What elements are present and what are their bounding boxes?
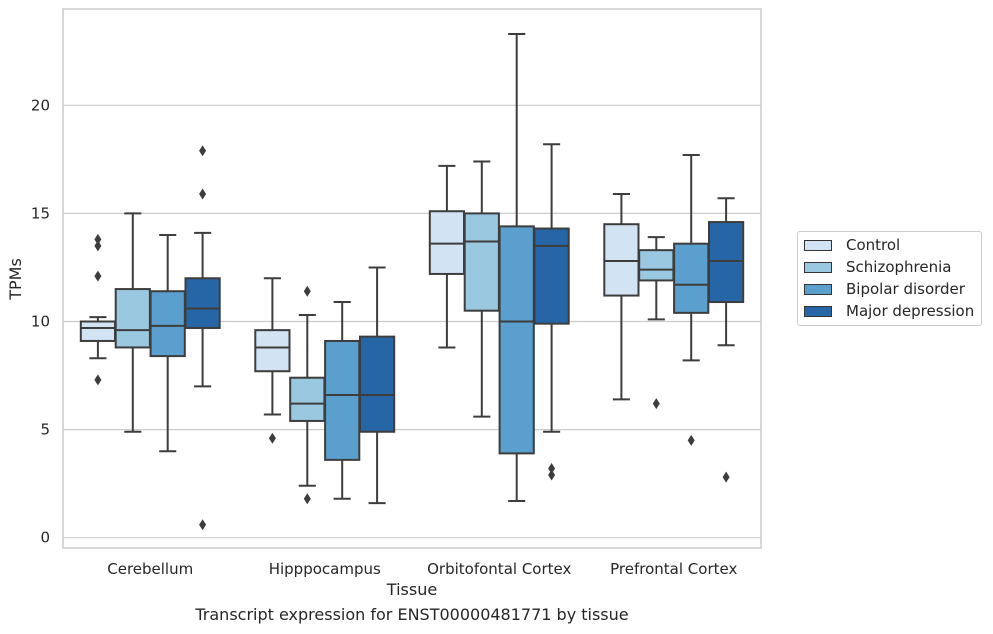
- box-iqr: [603, 223, 640, 297]
- box-control-cerebellum: [79, 233, 117, 386]
- legend-item-bipolar-disorder: Bipolar disorder: [804, 279, 965, 299]
- x-tick-label: Prefrontal Cortex: [610, 560, 737, 578]
- outlier-point: [199, 188, 207, 200]
- box-series-group: [79, 32, 745, 531]
- outlier-point: [687, 434, 695, 446]
- legend-label-major-depression: Major depression: [846, 302, 975, 320]
- box-iqr: [707, 221, 745, 304]
- x-tick-label: Hipppocampus: [269, 560, 381, 578]
- outlier-point: [199, 145, 207, 157]
- outlier-point: [548, 463, 556, 475]
- chart-caption: Transcript expression for ENST0000048177…: [195, 605, 629, 624]
- box-iqr: [533, 227, 570, 325]
- legend-item-control: Control: [804, 235, 900, 255]
- legend-swatch-control: [804, 239, 832, 251]
- box-bipolar-disorder-prefrontal-cortex: [673, 154, 710, 446]
- y-tick-label: 0: [40, 529, 50, 547]
- outlier-point: [303, 285, 311, 297]
- box-schizophrenia-cerebellum: [114, 212, 151, 433]
- box-iqr: [358, 335, 396, 433]
- x-tick-labels: Cerebellum Hipppocampus Orbitofontal Corte…: [107, 560, 737, 578]
- box-control-hipppocampus: [254, 277, 291, 444]
- box-iqr: [149, 290, 186, 358]
- box-schizophrenia-orbitofontal-cortex: [463, 160, 500, 418]
- box-iqr: [638, 249, 675, 282]
- box-iqr: [79, 320, 117, 342]
- y-tick-label: 15: [31, 204, 50, 222]
- x-tick-label: Orbitofontal Cortex: [427, 560, 571, 578]
- outlier-point: [94, 374, 102, 386]
- y-tick-labels: 0 5 10 15 20: [31, 96, 50, 546]
- legend-item-major-depression: Major depression: [804, 301, 974, 321]
- outlier-point: [94, 240, 102, 252]
- outlier-point: [652, 398, 660, 410]
- legend-swatch-major-depression: [804, 305, 832, 317]
- box-iqr: [254, 329, 291, 373]
- outlier-point: [722, 471, 730, 483]
- legend-label-schizophrenia: Schizophrenia: [846, 258, 952, 276]
- outlier-point: [94, 270, 102, 282]
- outlier-point: [268, 432, 276, 444]
- box-bipolar-disorder-hipppocampus: [324, 301, 361, 500]
- box-iqr: [428, 210, 466, 275]
- box-iqr: [114, 288, 151, 349]
- box-major-depression-cerebellum: [184, 145, 221, 531]
- box-bipolar-disorder-cerebellum: [149, 234, 186, 453]
- legend-swatch-schizophrenia: [804, 261, 832, 273]
- box-iqr: [184, 277, 221, 329]
- box-iqr: [463, 212, 500, 312]
- legend: Control Schizophrenia Bipolar disorder M…: [797, 231, 982, 326]
- legend-item-schizophrenia: Schizophrenia: [804, 257, 951, 277]
- legend-label-control: Control: [846, 236, 901, 254]
- outlier-point: [199, 519, 207, 531]
- box-bipolar-disorder-orbitofontal-cortex: [498, 32, 535, 502]
- x-tick-label: Cerebellum: [107, 560, 193, 578]
- box-schizophrenia-hipppocampus: [289, 285, 326, 505]
- box-iqr: [673, 242, 710, 314]
- outlier-point: [303, 493, 311, 505]
- plot-frame: [62, 8, 762, 549]
- outlier-point: [94, 233, 102, 245]
- box-iqr: [498, 225, 535, 455]
- outlier-point: [548, 469, 556, 481]
- box-iqr: [289, 376, 326, 422]
- y-tick-label: 10: [31, 313, 50, 331]
- box-major-depression-hipppocampus: [358, 266, 396, 505]
- y-tick-label: 5: [40, 421, 50, 439]
- legend-label-bipolar-disorder: Bipolar disorder: [846, 280, 965, 298]
- legend-swatch-bipolar-disorder: [804, 283, 832, 295]
- box-iqr: [324, 339, 361, 461]
- box-schizophrenia-prefrontal-cortex: [638, 236, 675, 410]
- box-major-depression-orbitofontal-cortex: [533, 143, 570, 481]
- box-major-depression-prefrontal-cortex: [707, 197, 745, 483]
- y-tick-label: 20: [31, 96, 50, 114]
- y-axis-label: TPMs: [6, 258, 25, 301]
- x-axis-label: Tissue: [386, 580, 437, 599]
